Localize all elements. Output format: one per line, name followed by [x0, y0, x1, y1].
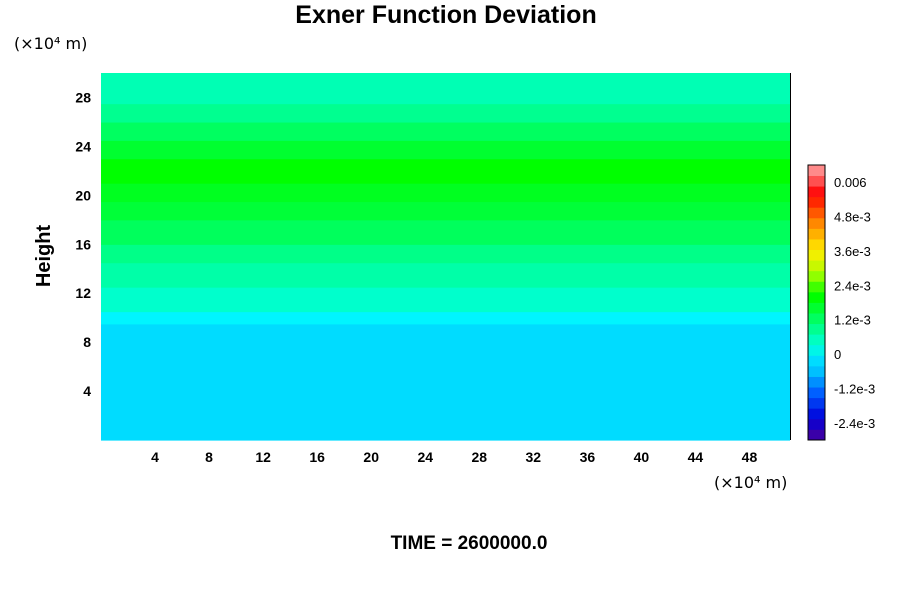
colorbar-segment [808, 376, 825, 388]
colorbar-segment [808, 175, 825, 187]
colorbar-tick-label: 0 [834, 347, 841, 362]
colorbar-segment [808, 239, 825, 251]
heatmap-band-5 [101, 219, 790, 245]
colorbar-frame [807, 164, 826, 441]
heatmap-band-10 [101, 121, 790, 141]
colorbar-segment [808, 291, 825, 303]
heatmap-plot-area [101, 73, 790, 441]
y-tick-label: 12 [75, 285, 91, 301]
colorbar-segment [808, 408, 825, 420]
colorbar-tick-label: 4.8e-3 [834, 210, 871, 225]
colorbar-segment [808, 365, 825, 377]
colorbar-segment [808, 260, 825, 272]
x-tick-label: 20 [363, 449, 379, 465]
colorbar-segment [808, 196, 825, 208]
colorbar-segment [808, 281, 825, 293]
colorbar-segment [808, 165, 825, 176]
colorbar-segment [808, 313, 825, 325]
x-tick-label: 48 [742, 449, 758, 465]
x-axis-unit: (×10⁴ m) [714, 473, 787, 492]
colorbar-segment [808, 249, 825, 261]
heatmap-band-11 [101, 103, 790, 123]
colorbar-segment [808, 302, 825, 314]
x-tick-label: 40 [634, 449, 650, 465]
colorbar-segment [808, 270, 825, 282]
heatmap-band-3 [101, 262, 790, 288]
x-tick-label: 44 [688, 449, 704, 465]
colorbar-tick-labels: 0.006 4.8e-3 3.6e-3 2.4e-3 1.2e-3 0 -1.2e-3 -2.… [834, 175, 875, 431]
colorbar-tick-label: 0.006 [834, 175, 867, 190]
x-tick-label: 32 [526, 449, 542, 465]
colorbar-segment [808, 355, 825, 367]
colorbar-segment [808, 323, 825, 335]
colorbar-tick-label: -1.2e-3 [834, 381, 875, 396]
y-tick-label: 4 [83, 383, 91, 399]
y-tick-label: 20 [75, 187, 91, 203]
y-axis-label: Height [33, 225, 55, 288]
colorbar-segment [808, 228, 825, 240]
colorbar-segment [808, 344, 825, 356]
heatmap-band-1 [101, 311, 790, 325]
colorbar-tick-label: 3.6e-3 [834, 244, 871, 259]
y-axis-unit: (×10⁴ m) [14, 34, 87, 53]
x-tick-label: 36 [580, 449, 596, 465]
heatmap-band-8 [101, 158, 790, 184]
chart-title: Exner Function Deviation [295, 1, 596, 29]
x-tick-label: 8 [205, 449, 213, 465]
time-label: TIME = 2600000.0 [391, 533, 548, 554]
y-tick-label: 24 [75, 138, 91, 154]
heatmap-band-7 [101, 183, 790, 203]
colorbar-segment [808, 207, 825, 219]
colorbar-segment [808, 418, 825, 430]
colorbar-segment [808, 334, 825, 346]
colorbar-segment [808, 429, 825, 441]
heatmap-band-9 [101, 140, 790, 160]
heatmap-band-4 [101, 244, 790, 264]
x-tick-label: 16 [309, 449, 325, 465]
heatmap-band-0 [101, 323, 790, 441]
colorbar-segment [808, 397, 825, 409]
x-tick-labels: 4 8 12 16 20 24 28 32 36 40 44 48 [151, 449, 757, 465]
x-tick-label: 12 [255, 449, 271, 465]
x-tick-label: 24 [417, 449, 433, 465]
colorbar [807, 164, 826, 441]
colorbar-segment [808, 217, 825, 229]
y-tick-label: 28 [75, 89, 91, 105]
colorbar-segment [808, 186, 825, 198]
heatmap-band-6 [101, 201, 790, 221]
y-tick-label: 16 [75, 236, 91, 252]
x-tick-label: 28 [471, 449, 487, 465]
x-tick-label: 4 [151, 449, 159, 465]
colorbar-segment [808, 387, 825, 399]
colorbar-tick-label: 2.4e-3 [834, 278, 871, 293]
heatmap-band-2 [101, 287, 790, 313]
colorbar-tick-label: -2.4e-3 [834, 416, 875, 431]
y-tick-labels: 4 8 12 16 20 24 28 [75, 89, 91, 399]
colorbar-tick-label: 1.2e-3 [834, 313, 871, 328]
heatmap-band-12 [101, 73, 790, 105]
y-tick-label: 8 [83, 334, 91, 350]
